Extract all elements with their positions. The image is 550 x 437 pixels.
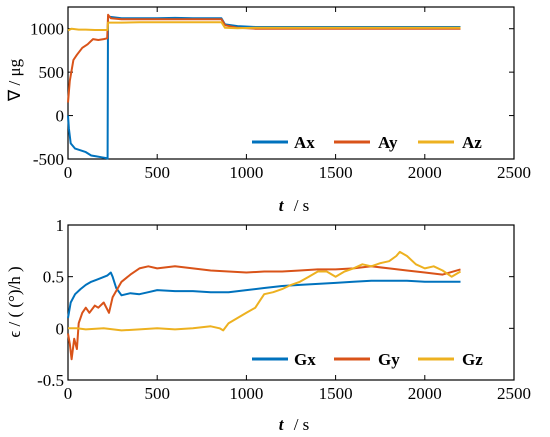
bottom-panel-legend: Gx Gy Gz — [252, 350, 483, 369]
top-x-tick-label: 0 — [64, 163, 73, 182]
series-line-az — [67, 21, 461, 32]
top-y-tick-label: -500 — [33, 150, 64, 169]
top-x-tick-label: 1500 — [319, 163, 353, 182]
top-x-tick-label: 500 — [144, 163, 170, 182]
legend-label-ax: Ax — [294, 133, 315, 152]
bottom-panel-series — [67, 250, 462, 361]
top-y-tick-label: 500 — [39, 63, 65, 82]
bottom-x-tick-label: 1000 — [229, 384, 263, 403]
legend-label-gy: Gy — [378, 350, 400, 369]
series-line-ax — [67, 15, 461, 160]
legend-label-gx: Gx — [294, 350, 316, 369]
bottom-x-tick-label: 2000 — [408, 384, 442, 403]
bottom-panel-y-axis-label: ϵ / ( (°)/h ) — [5, 266, 24, 337]
bottom-x-tick-label: 2500 — [497, 384, 531, 403]
bottom-y-tick-label: 1 — [56, 216, 65, 235]
legend-label-gz: Gz — [462, 350, 483, 369]
top-panel-legend: Ax Ay Az — [252, 133, 482, 152]
top-x-tick-label: 1000 — [229, 163, 263, 182]
top-panel-axes-frame — [67, 6, 515, 160]
top-panel-y-axis-label: ∇ / μg — [5, 58, 24, 102]
bottom-panel-x-axis-symbol: t — [279, 415, 285, 434]
legend-label-ay: Ay — [378, 133, 398, 152]
bottom-y-tick-label: 0.5 — [43, 268, 64, 287]
top-panel-x-axis-symbol: t — [279, 196, 285, 215]
bottom-x-tick-label: 0 — [64, 384, 73, 403]
top-panel-series — [67, 13, 461, 160]
series-line-gz — [68, 250, 462, 332]
top-x-tick-label: 2500 — [497, 163, 531, 182]
top-x-tick-label: 2000 — [408, 163, 442, 182]
bottom-panel-x-axis-label: t / s — [279, 415, 310, 434]
top-y-tick-label: 0 — [56, 107, 65, 126]
bottom-y-tick-label: 0 — [56, 319, 65, 338]
bottom-y-tick-label: -0.5 — [37, 371, 64, 390]
bottom-panel-axes-frame — [67, 224, 515, 381]
legend-label-az: Az — [462, 133, 482, 152]
top-y-tick-label: 1000 — [30, 20, 64, 39]
series-line-gx — [67, 271, 461, 319]
top-panel-x-axis-label: t / s — [279, 196, 310, 215]
top-panel-x-axis-unit: / s — [294, 196, 310, 215]
bottom-panel: 0 500 1000 1500 2000 2500-0.500.51 ϵ / ( (°)/… — [5, 216, 531, 434]
bottom-x-tick-label: 1500 — [319, 384, 353, 403]
bottom-x-tick-label: 500 — [144, 384, 170, 403]
bottom-panel-ticks: 0 500 1000 1500 2000 2500-0.500.51 — [37, 216, 531, 403]
bottom-panel-x-axis-unit: / s — [294, 415, 310, 434]
